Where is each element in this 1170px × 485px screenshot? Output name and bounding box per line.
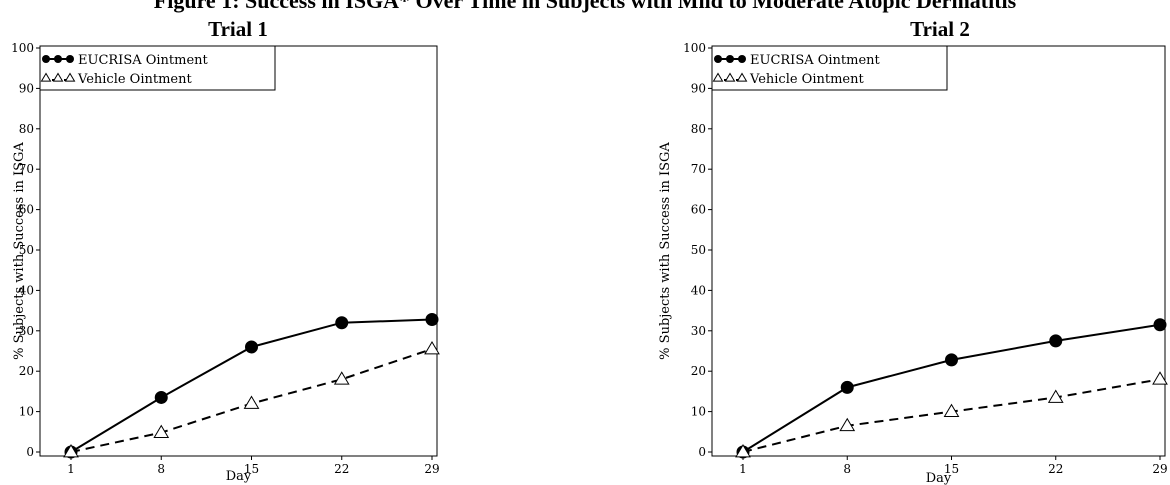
legend-swatch-marker [738, 55, 746, 63]
x-tick-label: 8 [157, 462, 165, 476]
figure-title: Figure 1: Success in ISGA* Over Time in … [153, 0, 1017, 13]
legend-entry: Vehicle Ointment [749, 72, 864, 87]
legend-swatch-marker [724, 72, 736, 82]
y-tick-label: 40 [691, 283, 706, 297]
y-tick-label: 30 [691, 324, 706, 338]
legend-swatch-marker [726, 55, 734, 63]
data-point [1152, 371, 1168, 385]
y-tick-label: 0 [698, 445, 706, 459]
data-point [424, 340, 440, 355]
data-point [425, 312, 439, 326]
legend-swatch-marker [66, 55, 74, 63]
data-point [63, 444, 79, 458]
y-tick-label: 80 [691, 122, 706, 136]
data-point [154, 390, 168, 404]
y-tick-label: 40 [19, 283, 34, 297]
chart-title: Trial 1 [208, 17, 268, 41]
legend-swatch-marker [40, 72, 52, 82]
x-tick-label: 8 [843, 462, 851, 476]
chart-trial-2: Trial 2 0 10 20 30 40 50 60 70 80 90 100 1 8 15 22 29 Day… [658, 17, 1168, 485]
y-tick-label: 100 [683, 41, 706, 55]
y-tick-label: 90 [19, 81, 34, 95]
x-tick-label: 22 [334, 462, 349, 476]
chart-title: Trial 2 [910, 17, 970, 41]
y-tick-label: 20 [691, 364, 706, 378]
y-tick-label: 10 [691, 405, 706, 419]
data-point [840, 380, 854, 394]
x-axis-label: Day [226, 469, 252, 484]
legend-swatch-marker [712, 72, 724, 82]
x-tick-label: 15 [944, 462, 959, 476]
y-tick-label: 20 [19, 364, 34, 378]
data-point [735, 444, 751, 458]
data-point [945, 353, 958, 367]
x-tick-label: 22 [1048, 462, 1063, 476]
legend: EUCRISA Ointment Vehicle Ointment [711, 45, 948, 91]
data-point [943, 403, 960, 417]
y-tick-label: 0 [26, 445, 34, 459]
x-tick-label: 15 [244, 462, 259, 476]
x-axis-label: Day [926, 471, 952, 485]
y-axis-label: % Subjects with Success in ISGA [12, 142, 27, 360]
data-point [1047, 389, 1064, 403]
legend-box [39, 45, 276, 91]
data-point [333, 371, 350, 385]
legend-box [711, 45, 948, 91]
x-tick-label: 29 [1152, 462, 1167, 476]
series-line-1 [70, 318, 433, 453]
x-tick-label: 1 [739, 462, 747, 476]
data-point [839, 417, 856, 432]
y-tick-label: 50 [19, 243, 34, 257]
data-point [243, 395, 260, 409]
data-point [245, 340, 258, 354]
data-point [1049, 334, 1063, 348]
y-tick-label: 50 [691, 243, 706, 257]
y-tick-label: 60 [19, 203, 34, 217]
y-tick-label: 70 [691, 162, 706, 176]
data-point [1153, 318, 1167, 332]
y-tick-label: 90 [691, 81, 706, 95]
y-tick-label: 30 [19, 324, 34, 338]
y-axis-label: % Subjects with Success in ISGA [658, 142, 673, 360]
x-tick-label: 29 [424, 462, 439, 476]
x-tick-label: 1 [67, 462, 75, 476]
y-tick-label: 80 [19, 122, 34, 136]
legend-swatch-marker [54, 55, 62, 63]
legend-entry: EUCRISA Ointment [750, 53, 881, 68]
legend-swatch-marker [64, 72, 76, 82]
y-tick-label: 60 [691, 203, 706, 217]
plot-frame [711, 45, 1166, 457]
y-tick-label: 70 [19, 162, 34, 176]
legend: EUCRISA Ointment Vehicle Ointment [39, 45, 276, 91]
chart-trial-1: Trial 1 0 10 20 30 40 50 60 70 80 90 100 1 8 15 22 29 Day… [11, 17, 440, 484]
data-point [335, 316, 349, 330]
legend-entry: Vehicle Ointment [77, 72, 192, 87]
legend-entry: EUCRISA Ointment [78, 53, 209, 68]
legend-swatch-marker [42, 55, 50, 63]
y-tick-label: 10 [19, 405, 34, 419]
series-line-1 [742, 323, 1161, 453]
data-point [153, 424, 170, 439]
legend-swatch-marker [52, 72, 64, 82]
legend-swatch-marker [714, 55, 722, 63]
plot-frame [39, 45, 438, 457]
legend-swatch-marker [736, 72, 748, 82]
y-tick-label: 100 [11, 41, 34, 55]
